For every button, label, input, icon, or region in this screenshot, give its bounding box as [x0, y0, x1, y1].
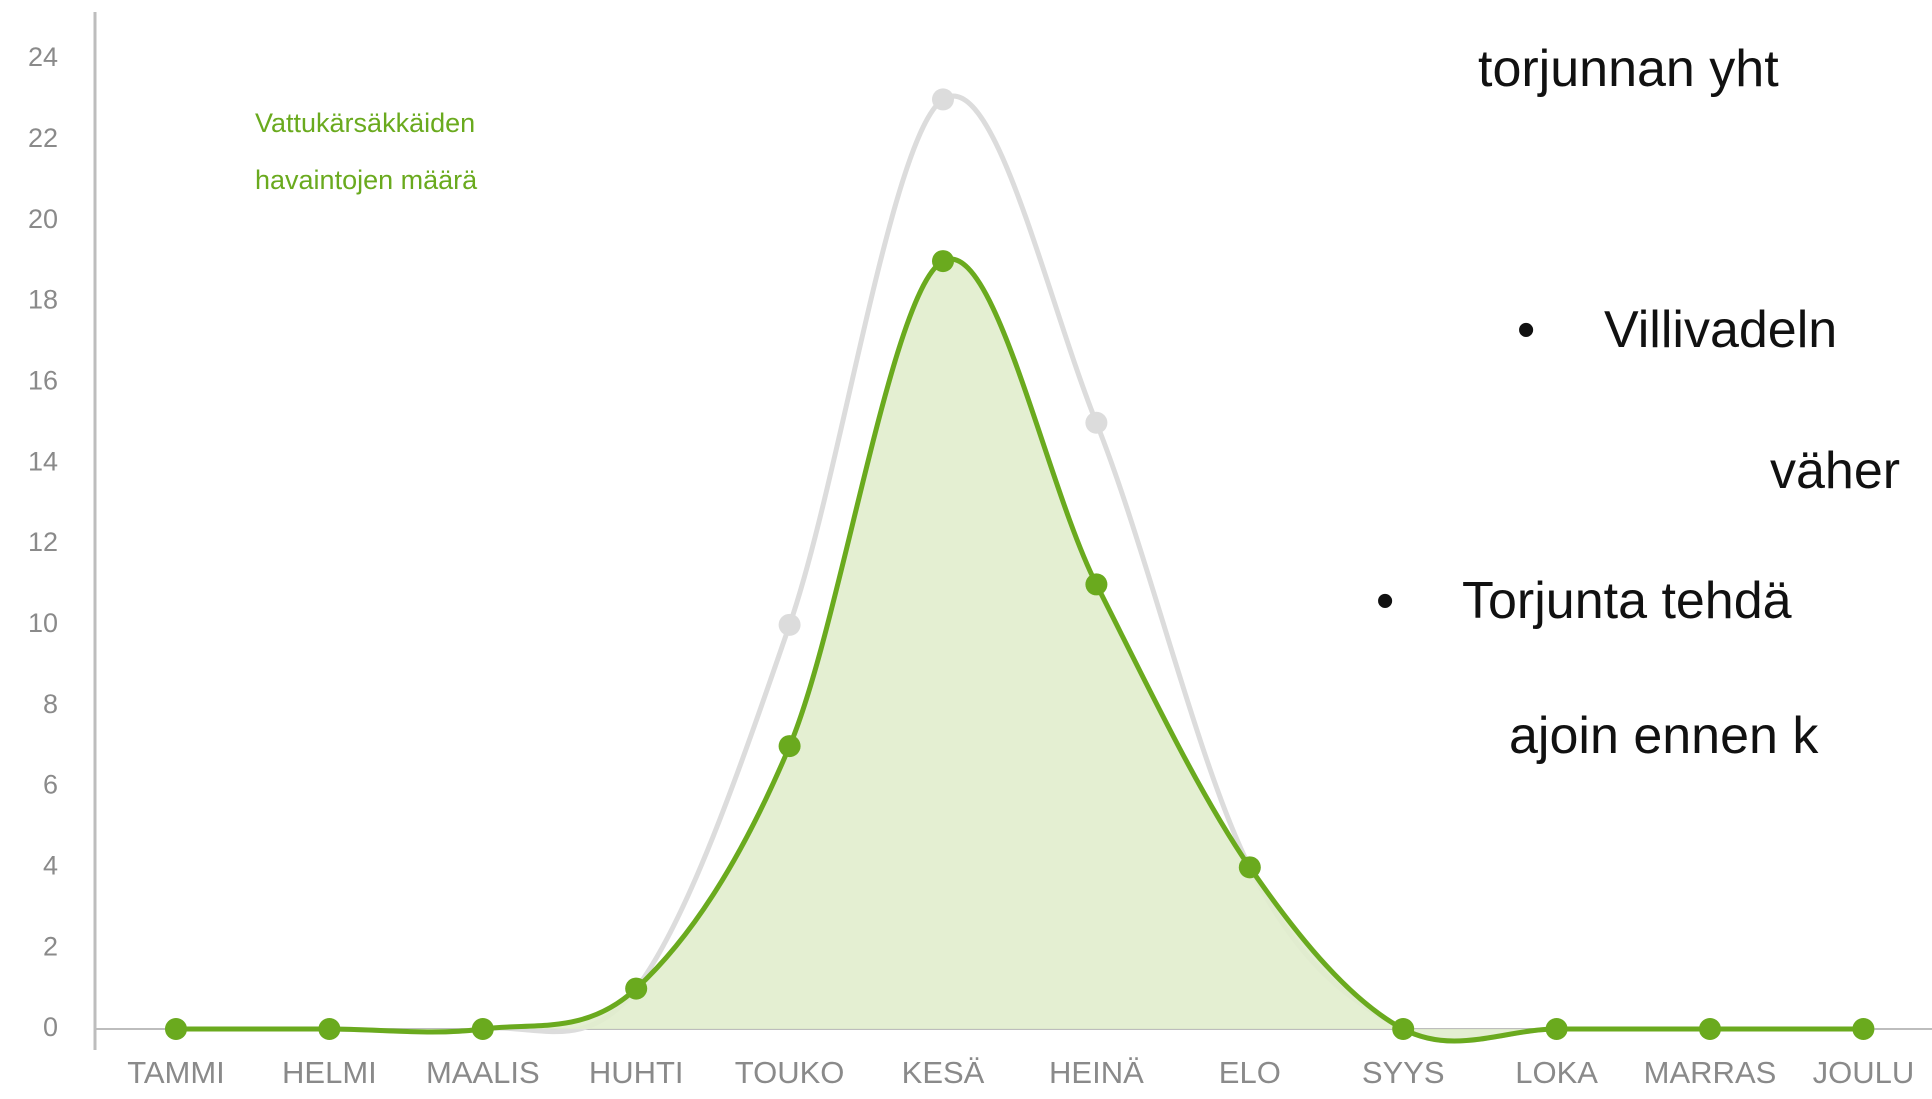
marker	[1085, 411, 1108, 434]
x-tick-label: HEINÄ	[1049, 1055, 1144, 1090]
y-tick-label: 10	[28, 608, 58, 638]
marker	[318, 1018, 341, 1040]
marker	[932, 88, 954, 111]
x-tick-label: MARRAS	[1644, 1055, 1777, 1090]
marker	[932, 250, 954, 273]
marker	[625, 977, 648, 1000]
slide-text: ajoin ennen k	[1509, 707, 1819, 765]
y-tick-label: 4	[43, 850, 58, 880]
slide-text: väher	[1770, 442, 1900, 500]
marker	[165, 1018, 187, 1040]
y-tick-label: 18	[28, 285, 58, 315]
x-tick-label: SYYS	[1362, 1055, 1445, 1090]
area	[176, 259, 1864, 1041]
x-tick-label: JOULU	[1813, 1055, 1915, 1090]
x-tick-label: MAALIS	[426, 1055, 540, 1090]
marker	[1238, 856, 1261, 879]
bullet: •	[1376, 572, 1394, 630]
marker	[778, 613, 801, 636]
marker	[471, 1018, 494, 1040]
bullet: •	[1517, 301, 1535, 359]
line	[176, 256, 1864, 1044]
x-tick-label: KESÄ	[902, 1055, 985, 1090]
x-tick-label: TOUKO	[735, 1055, 845, 1090]
y-tick-label: 0	[43, 1012, 58, 1042]
y-tick-label: 22	[28, 123, 58, 153]
marker	[1085, 573, 1108, 596]
y-tick-label: 16	[28, 365, 58, 395]
y-tick-label: 8	[43, 689, 58, 719]
y-tick-label: 20	[28, 204, 58, 234]
y-tick-label: 12	[28, 527, 58, 557]
slide-text: Torjunta tehdä	[1462, 572, 1792, 630]
marker	[1545, 1018, 1568, 1040]
marker	[778, 735, 801, 758]
legend: Vattukärsäkkäiden havaintojen määrä	[255, 108, 478, 195]
x-tick-label: HELMI	[282, 1055, 377, 1090]
y-tick-label: 6	[43, 770, 58, 800]
legend-label: Vattukärsäkkäiden havaintojen määrä	[255, 108, 478, 195]
y-tick-label: 2	[43, 931, 58, 961]
x-tick-label: HUHTI	[589, 1055, 684, 1090]
slide-text: torjunnan yht	[1478, 40, 1779, 98]
slide-text: Villivadeln	[1604, 301, 1837, 359]
x-tick-label: ELO	[1219, 1055, 1281, 1090]
y-tick-label: 14	[28, 446, 58, 476]
marker	[1392, 1018, 1415, 1040]
marker	[1852, 1018, 1875, 1040]
x-tick-label: LOKA	[1515, 1055, 1598, 1090]
x-tick-label: TAMMI	[127, 1055, 225, 1090]
marker	[1699, 1018, 1721, 1040]
y-tick-label: 24	[28, 42, 58, 72]
